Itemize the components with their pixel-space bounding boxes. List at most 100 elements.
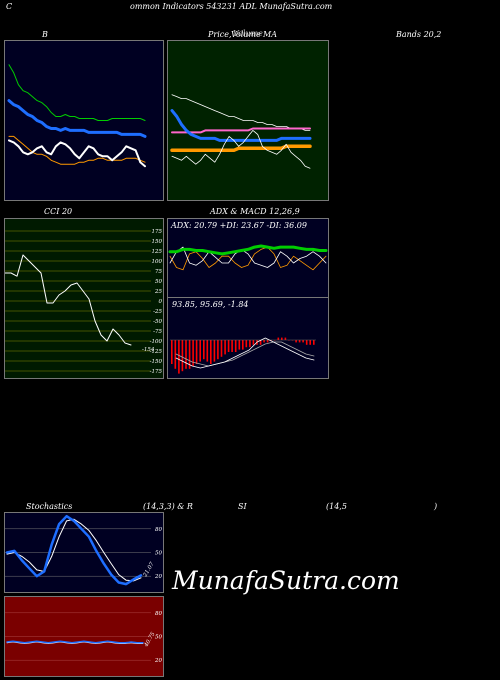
macd-hist-bar — [277, 337, 280, 340]
price-ma-panel — [167, 40, 329, 201]
cci-tick-label: -50 — [153, 319, 162, 325]
macd-hist-bar — [185, 340, 187, 369]
cci-tick-label: 175 — [152, 229, 163, 235]
macd-hist-bar — [213, 340, 216, 362]
rsi-white-line — [6, 641, 144, 644]
stoch-tick-label: 50 — [155, 551, 162, 557]
macd-hist-bar — [284, 337, 287, 340]
header-c: C — [6, 2, 13, 11]
macd-hist-bar — [217, 340, 219, 360]
macd-hist-bar — [199, 340, 201, 362]
rsi-label-si: SI — [238, 502, 247, 511]
rsi-params: (14,5 — [326, 502, 347, 511]
pm-ma-pink-line — [171, 127, 311, 134]
bands-label: Bands 20,2 — [396, 30, 442, 39]
bb-upper-line — [8, 64, 146, 121]
rsi-tick-label: 20 — [154, 658, 162, 664]
cci-tick-label: 0 — [159, 299, 163, 305]
bollinger-chart — [7, 64, 147, 168]
macd-hist-bar — [242, 340, 244, 350]
macd-hist-bar — [309, 340, 311, 345]
pm-ma-blue-line — [170, 109, 312, 142]
stoch-tick-label: 80 — [155, 527, 162, 533]
rsi-tick-label: 80 — [155, 611, 162, 617]
cci-tick-label: 150 — [152, 239, 163, 245]
macd-hist-bar — [313, 340, 315, 345]
ma-label: MA — [263, 30, 277, 39]
bb-price-line — [8, 139, 146, 168]
macd-hist-bar — [220, 340, 223, 357]
stoch-k-line — [5, 514, 143, 586]
cci-panel: 175 150 125 100 75 50 25 0 -25 -50 -75 -100 -125 -150… — [4, 218, 164, 379]
macd-hist-bar — [305, 340, 308, 345]
macd-hist-bar — [174, 340, 177, 369]
macd-hist-bar — [178, 340, 180, 374]
macd-chart — [170, 337, 316, 374]
price-label: Price, — [208, 30, 232, 39]
cci-tick-label: 100 — [152, 259, 163, 265]
macd-hist-bar — [181, 340, 184, 372]
cci-value-label: -154 — [142, 347, 155, 353]
macd-hist-bar — [210, 340, 212, 364]
macd-hist-bar — [206, 340, 209, 362]
macd-hist-bar — [231, 340, 233, 352]
cci-tick-label: -150 — [150, 359, 163, 365]
bollinger-panel — [4, 40, 164, 201]
macd-hist-bar — [281, 337, 283, 340]
macd-hist-bar — [188, 340, 191, 369]
macd-hist-bar — [234, 340, 237, 352]
macd-signal-line — [175, 341, 315, 367]
page-title: ommon Indicators 543231 ADL MunafaSutra.… — [130, 2, 333, 11]
macd-hist-bar — [171, 340, 173, 364]
adx-chart — [168, 244, 328, 271]
macd-hist-bar — [259, 340, 262, 345]
macd-hist-bar — [252, 340, 255, 345]
price-ma-chart — [170, 94, 312, 169]
macd-hist-bar — [295, 340, 297, 343]
cci-chart: 175 150 125 100 75 50 25 0 -25 -50 -75 -100 -125 -150… — [5, 229, 163, 375]
macd-hist-bar — [302, 340, 304, 343]
macd-hist-bar — [263, 340, 265, 343]
cci-line — [5, 254, 132, 346]
volume-label: Volume — [231, 30, 261, 39]
cci-tick-label: 25 — [154, 289, 162, 295]
macd-hist-bar — [238, 340, 241, 350]
rsi-params-close: ) — [434, 502, 438, 511]
macd-hist-bar — [266, 340, 269, 343]
pm-ma-white-line — [171, 94, 311, 131]
cci-tick-label: -125 — [150, 349, 163, 355]
adx-values: ADX: 20.79 +DI: 23.67 -DI: 36.09 — [171, 221, 307, 230]
macd-line — [175, 337, 315, 369]
rsi-line — [6, 640, 144, 644]
macd-hist-bar — [298, 340, 301, 343]
macd-hist-bar — [227, 340, 230, 352]
rsi-panel: 80 50 20 40.75 — [4, 596, 164, 677]
stoch-label: Stochastics — [26, 502, 73, 511]
pm-price-line — [171, 130, 311, 169]
cci-tick-label: -75 — [153, 329, 162, 335]
cci-tick-label: 75 — [155, 269, 162, 275]
macd-values: 93.85, 95.69, -1.84 — [172, 300, 249, 309]
cci-tick-label: 125 — [152, 249, 163, 255]
stoch-d-line — [6, 518, 142, 582]
cci-tick-label: -100 — [150, 339, 163, 345]
watermark: MunafaSutra.com — [172, 566, 400, 595]
macd-hist-bar — [192, 340, 194, 367]
stoch-panel: 80 50 20 21.07 — [4, 512, 164, 593]
cci-tick-label: -175 — [150, 369, 163, 375]
adx-macd-label: ADX & MACD 12,26,9 — [210, 207, 300, 216]
adx-line — [168, 244, 328, 256]
adx-panel: ADX: 20.79 +DI: 23.67 -DI: 36.09 — [167, 218, 329, 298]
macd-hist-bar — [224, 340, 226, 355]
cci-label: CCI 20 — [44, 207, 73, 216]
cci-tick-label: 50 — [155, 279, 162, 285]
macd-hist-bar — [203, 340, 205, 360]
macd-panel: 93.85, 95.69, -1.84 — [167, 297, 329, 379]
stoch-params: (14,3,3) & R — [143, 502, 193, 511]
macd-hist-bar — [245, 340, 248, 348]
rsi-tick-label: 50 — [155, 635, 162, 641]
cci-tick-label: -25 — [153, 309, 162, 315]
macd-hist-bar — [249, 340, 251, 348]
